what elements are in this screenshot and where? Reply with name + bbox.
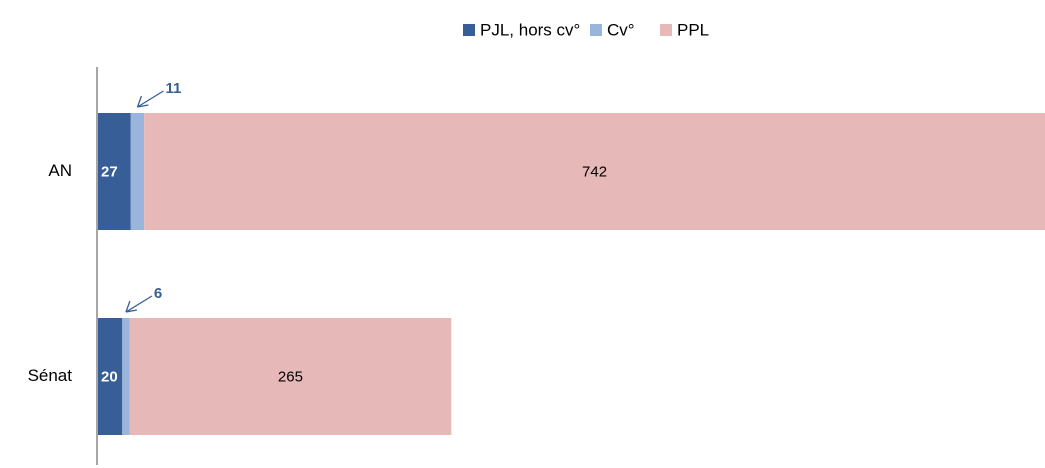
data-label: 11 — [165, 80, 181, 97]
data-label: 20 — [101, 368, 118, 385]
bar-segment — [122, 318, 130, 435]
annotation-arrow — [136, 90, 164, 108]
bar-segment — [98, 318, 123, 435]
bar-segment — [130, 113, 145, 230]
legend-swatch — [590, 24, 602, 36]
legend-label: PPL — [677, 20, 709, 39]
data-label: 742 — [582, 163, 607, 180]
annotation-arrow — [125, 295, 153, 313]
data-label: 265 — [278, 368, 303, 385]
legend-label: PJL, hors cv° — [480, 20, 580, 39]
legend-label: Cv° — [607, 20, 635, 39]
category-label: Sénat — [28, 366, 73, 385]
bar-segment — [129, 318, 452, 435]
data-label: 27 — [101, 163, 118, 180]
data-label: 6 — [154, 285, 162, 302]
bar-segment — [144, 113, 1045, 230]
legend-swatch — [660, 24, 672, 36]
legend-swatch — [463, 24, 475, 36]
category-label: AN — [48, 161, 72, 180]
bar-segment — [98, 113, 131, 230]
